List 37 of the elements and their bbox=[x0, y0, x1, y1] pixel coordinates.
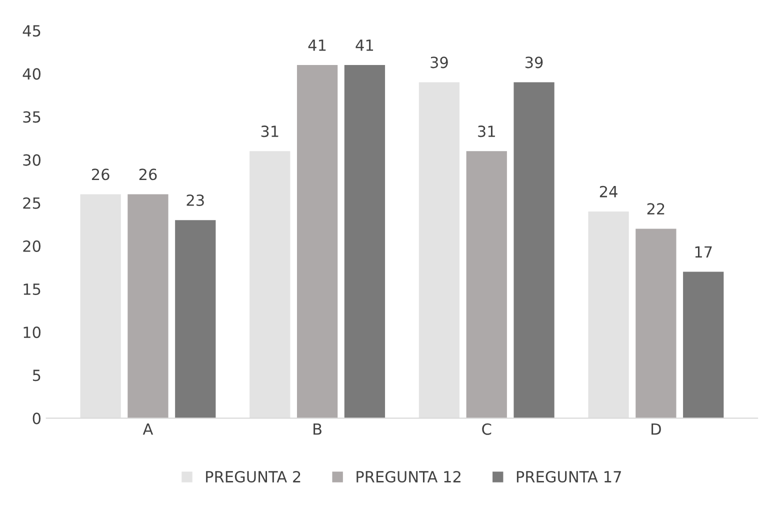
data-label: 26 bbox=[92, 168, 110, 180]
y-tick-label: 40 bbox=[22, 68, 41, 80]
data-label: 24 bbox=[600, 186, 618, 198]
x-tick-label: A bbox=[142, 424, 154, 435]
y-tick-label: 15 bbox=[24, 284, 40, 296]
bar bbox=[683, 272, 724, 418]
bar bbox=[636, 228, 676, 418]
bar bbox=[514, 82, 554, 418]
data-label: 39 bbox=[430, 56, 448, 68]
legend-label: PREGUNTA 17 bbox=[516, 470, 621, 483]
data-label: 26 bbox=[139, 168, 157, 180]
bar bbox=[344, 65, 386, 418]
data-label: 31 bbox=[261, 126, 278, 138]
x-tick-label: B bbox=[314, 424, 322, 435]
y-tick-label: 30 bbox=[23, 154, 41, 166]
data-label: 17 bbox=[695, 246, 712, 258]
x-tick-label: D bbox=[652, 424, 661, 435]
data-label: 41 bbox=[356, 40, 374, 51]
y-tick-label: 20 bbox=[23, 240, 41, 252]
data-label: 23 bbox=[186, 194, 204, 206]
bar bbox=[466, 151, 507, 418]
bar bbox=[128, 194, 168, 418]
legend-label: PREGUNTA 2 bbox=[206, 470, 300, 483]
bar bbox=[296, 65, 338, 418]
y-tick-label: 45 bbox=[22, 25, 40, 37]
y-tick-label: 25 bbox=[23, 197, 40, 209]
data-label: 22 bbox=[647, 203, 664, 214]
data-label: 31 bbox=[478, 126, 495, 138]
y-tick-label: 35 bbox=[23, 111, 40, 123]
y-tick-label: 0 bbox=[32, 412, 41, 424]
data-label: 39 bbox=[525, 56, 543, 68]
x-tick-label: C bbox=[482, 423, 492, 435]
legend-label: PREGUNTA 12 bbox=[356, 470, 460, 483]
bar bbox=[175, 220, 216, 418]
data-label: 41 bbox=[308, 40, 326, 51]
y-tick-label: 10 bbox=[24, 326, 41, 338]
y-tick-label: 5 bbox=[32, 370, 40, 382]
